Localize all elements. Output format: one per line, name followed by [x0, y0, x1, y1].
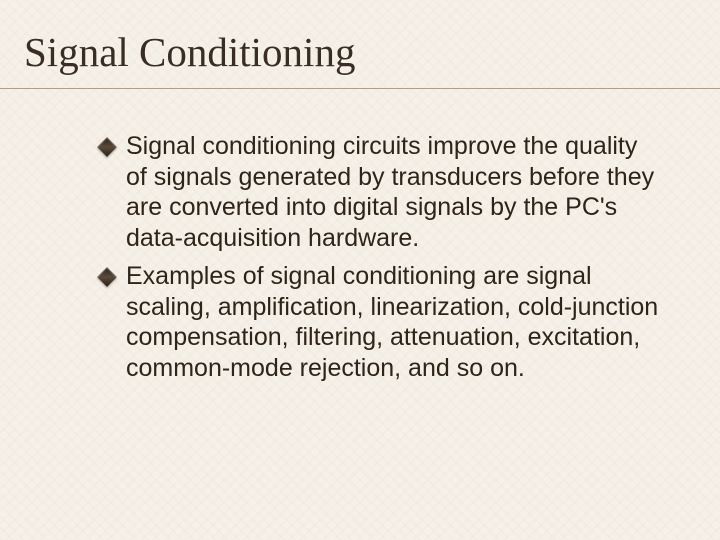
slide-container: Signal Conditioning Signal conditioning …: [0, 0, 720, 540]
diamond-bullet-icon: [97, 137, 117, 157]
slide-title: Signal Conditioning: [24, 28, 696, 76]
bullet-text: Examples of signal conditioning are sign…: [126, 261, 660, 383]
bullet-text: Signal conditioning circuits improve the…: [126, 131, 660, 253]
bullet-item: Examples of signal conditioning are sign…: [100, 261, 660, 383]
title-region: Signal Conditioning: [0, 0, 720, 89]
bullet-item: Signal conditioning circuits improve the…: [100, 131, 660, 253]
content-region: Signal conditioning circuits improve the…: [0, 89, 720, 383]
diamond-bullet-icon: [97, 267, 117, 287]
